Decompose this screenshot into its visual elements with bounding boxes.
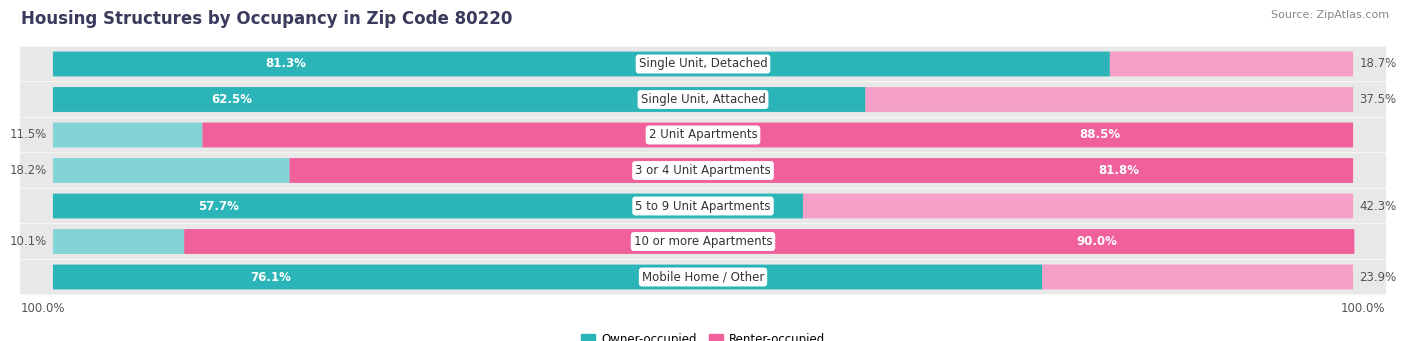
FancyBboxPatch shape: [20, 153, 1386, 188]
FancyBboxPatch shape: [1109, 51, 1353, 76]
FancyBboxPatch shape: [53, 87, 866, 112]
FancyBboxPatch shape: [865, 87, 1353, 112]
FancyBboxPatch shape: [20, 224, 1386, 259]
FancyBboxPatch shape: [20, 189, 1386, 223]
Text: 2 Unit Apartments: 2 Unit Apartments: [648, 129, 758, 142]
FancyBboxPatch shape: [53, 265, 1042, 290]
Text: 37.5%: 37.5%: [1360, 93, 1396, 106]
Text: 62.5%: 62.5%: [211, 93, 252, 106]
Text: Mobile Home / Other: Mobile Home / Other: [641, 270, 765, 283]
FancyBboxPatch shape: [803, 194, 1353, 219]
Text: Source: ZipAtlas.com: Source: ZipAtlas.com: [1271, 10, 1389, 20]
Text: 81.8%: 81.8%: [1098, 164, 1139, 177]
FancyBboxPatch shape: [53, 51, 1109, 76]
Text: 3 or 4 Unit Apartments: 3 or 4 Unit Apartments: [636, 164, 770, 177]
FancyBboxPatch shape: [1042, 265, 1353, 290]
Text: 90.0%: 90.0%: [1077, 235, 1118, 248]
FancyBboxPatch shape: [20, 47, 1386, 81]
FancyBboxPatch shape: [20, 260, 1386, 294]
Text: 88.5%: 88.5%: [1080, 129, 1121, 142]
Text: 100.0%: 100.0%: [21, 302, 65, 315]
Text: 76.1%: 76.1%: [250, 270, 291, 283]
FancyBboxPatch shape: [202, 122, 1353, 147]
FancyBboxPatch shape: [53, 158, 290, 183]
Text: 10 or more Apartments: 10 or more Apartments: [634, 235, 772, 248]
FancyBboxPatch shape: [20, 82, 1386, 117]
FancyBboxPatch shape: [184, 229, 1354, 254]
Text: 11.5%: 11.5%: [10, 129, 46, 142]
Text: 18.7%: 18.7%: [1360, 58, 1396, 71]
Text: 23.9%: 23.9%: [1360, 270, 1396, 283]
FancyBboxPatch shape: [53, 229, 184, 254]
FancyBboxPatch shape: [290, 158, 1353, 183]
FancyBboxPatch shape: [20, 118, 1386, 152]
Text: 81.3%: 81.3%: [266, 58, 307, 71]
Text: 18.2%: 18.2%: [10, 164, 46, 177]
Text: Housing Structures by Occupancy in Zip Code 80220: Housing Structures by Occupancy in Zip C…: [21, 10, 512, 28]
Text: 57.7%: 57.7%: [198, 199, 239, 212]
FancyBboxPatch shape: [53, 122, 202, 147]
Text: 42.3%: 42.3%: [1360, 199, 1396, 212]
Text: Single Unit, Attached: Single Unit, Attached: [641, 93, 765, 106]
FancyBboxPatch shape: [53, 194, 803, 219]
Text: 100.0%: 100.0%: [1341, 302, 1385, 315]
Text: 10.1%: 10.1%: [10, 235, 46, 248]
Text: 5 to 9 Unit Apartments: 5 to 9 Unit Apartments: [636, 199, 770, 212]
Legend: Owner-occupied, Renter-occupied: Owner-occupied, Renter-occupied: [576, 329, 830, 341]
Text: Single Unit, Detached: Single Unit, Detached: [638, 58, 768, 71]
